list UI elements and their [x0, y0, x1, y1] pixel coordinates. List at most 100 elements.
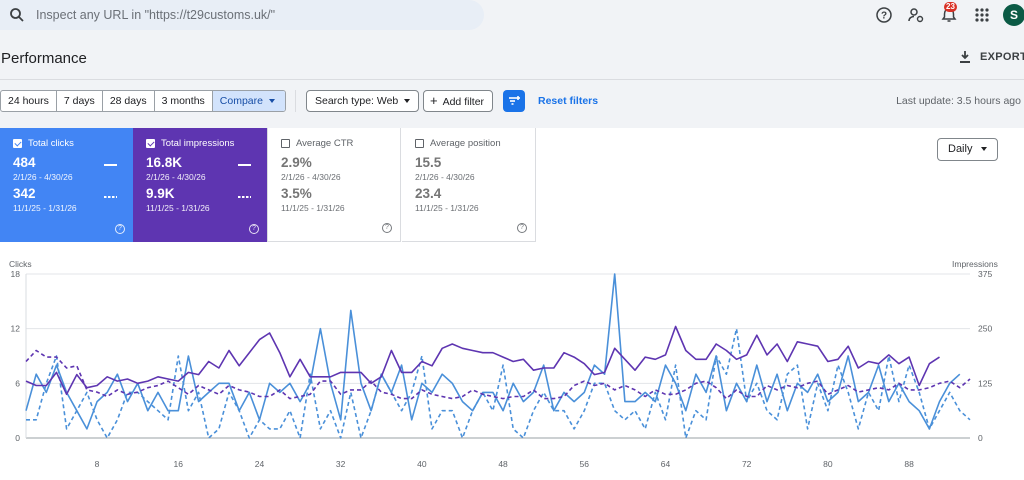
granularity-label: Daily [948, 143, 973, 155]
metric-label: Average CTR [296, 137, 354, 149]
left-tick-label: 18 [11, 269, 21, 279]
metric-date-previous: 11/1/25 - 1/31/26 [281, 203, 345, 213]
range-24-hours[interactable]: 24 hours [1, 91, 57, 111]
right-tick-label: 0 [978, 433, 983, 443]
metric-value-previous: 342 [13, 186, 36, 201]
search-icon [10, 8, 24, 22]
metric-value-current: 2.9% [281, 155, 312, 170]
filter-settings-button[interactable] [503, 90, 525, 112]
compare-label: Compare [219, 95, 263, 107]
dashed-line-legend [238, 196, 251, 198]
export-label: EXPORT [980, 51, 1024, 63]
help-icon[interactable]: ? [517, 223, 527, 233]
metric-total-clicks[interactable]: Total clicks 484 2/1/26 - 4/30/26 342 11… [0, 128, 133, 242]
left-tick-label: 12 [11, 324, 21, 334]
x-tick-label: 64 [661, 459, 671, 469]
x-tick-label: 72 [742, 459, 752, 469]
avatar[interactable]: S [1003, 4, 1024, 26]
range-7-days[interactable]: 7 days [57, 91, 103, 111]
x-tick-label: 56 [580, 459, 590, 469]
metric-value-previous: 23.4 [415, 186, 442, 201]
x-tick-label: 48 [498, 459, 508, 469]
x-tick-label: 88 [904, 459, 914, 469]
filter-list-icon [509, 96, 520, 105]
notification-count-badge: 23 [944, 2, 957, 12]
metric-value-current: 16.8K [146, 155, 183, 170]
checkbox-ctr[interactable] [281, 138, 290, 148]
left-tick-label: 0 [15, 433, 20, 443]
checkbox-impressions[interactable] [146, 138, 155, 148]
help-icon[interactable]: ? [382, 223, 392, 233]
metric-date-current: 2/1/26 - 4/30/26 [13, 172, 73, 182]
metric-label: Total impressions [161, 137, 235, 149]
x-tick-label: 16 [174, 459, 184, 469]
series-line-4 [25, 349, 971, 400]
metric-date-previous: 11/1/25 - 1/31/26 [146, 203, 210, 213]
search-placeholder: Inspect any URL in "https://t29customs.u… [36, 8, 276, 22]
x-tick-label: 32 [336, 459, 346, 469]
series-line-1 [25, 273, 961, 430]
left-tick-label: 6 [15, 378, 20, 388]
compare-dropdown[interactable]: Compare [212, 91, 285, 111]
x-tick-label: 40 [417, 459, 427, 469]
metric-date-current: 2/1/26 - 4/30/26 [415, 172, 475, 182]
metric-value-previous: 9.9K [146, 186, 175, 201]
dashed-line-legend [104, 196, 117, 198]
checkbox-position[interactable] [415, 138, 424, 148]
metric-date-current: 2/1/26 - 4/30/26 [281, 172, 341, 182]
series-line-2 [26, 327, 971, 439]
checkbox-clicks[interactable] [13, 138, 22, 148]
svg-text:?: ? [881, 11, 887, 22]
left-axis-label: Clicks [9, 259, 32, 269]
right-tick-label: 125 [978, 378, 992, 388]
metric-average-position[interactable]: Average position 15.5 2/1/26 - 4/30/26 2… [402, 128, 536, 242]
download-icon [960, 51, 970, 63]
x-tick-label: 8 [95, 459, 100, 469]
range-28-days[interactable]: 28 days [103, 91, 155, 111]
performance-chart: 18 375 12 250 6 125 0 0 8 16 24 32 40 48 56 64 72 80 88 [11, 269, 993, 469]
metric-value-current: 484 [13, 155, 36, 170]
right-tick-label: 250 [978, 324, 992, 334]
help-icon[interactable]: ? [115, 224, 125, 234]
chevron-down-icon [404, 99, 411, 104]
search-type-dropdown[interactable]: Search type: Web [306, 90, 420, 112]
metric-label: Total clicks [28, 137, 74, 149]
export-button[interactable]: EXPORT [958, 50, 1024, 64]
page-title: Performance [1, 50, 87, 67]
series-line-3 [25, 325, 940, 396]
metric-value-previous: 3.5% [281, 186, 312, 201]
solid-line-legend [238, 164, 251, 166]
chevron-down-icon [981, 147, 988, 152]
granularity-dropdown[interactable]: Daily [937, 138, 999, 161]
right-tick-label: 375 [978, 269, 992, 279]
reset-filters-link[interactable]: Reset filters [538, 95, 599, 107]
right-axis-label: Impressions [952, 259, 998, 269]
metric-date-previous: 11/1/25 - 1/31/26 [415, 203, 479, 213]
x-tick-label: 24 [255, 459, 265, 469]
help-icon[interactable]: ? [249, 224, 259, 234]
metric-total-impressions[interactable]: Total impressions 16.8K 2/1/26 - 4/30/26… [133, 128, 267, 242]
apps-grid-icon[interactable] [973, 6, 991, 24]
add-filter-button[interactable]: + Add filter [423, 90, 494, 112]
chevron-down-icon [268, 99, 275, 104]
performance-card: Total clicks 484 2/1/26 - 4/30/26 342 11… [0, 128, 1024, 480]
filter-divider [295, 90, 296, 112]
plus-icon: + [430, 93, 438, 108]
date-range-group: 24 hours 7 days 28 days 3 months Compare [0, 90, 286, 112]
metric-value-current: 15.5 [415, 155, 442, 170]
x-tick-label: 80 [823, 459, 833, 469]
url-inspection-search[interactable]: Inspect any URL in "https://t29customs.u… [0, 0, 484, 30]
header-divider [0, 79, 1024, 80]
top-bar: Inspect any URL in "https://t29customs.u… [0, 0, 1024, 30]
solid-line-legend [104, 164, 117, 166]
metric-average-ctr[interactable]: Average CTR 2.9% 2/1/26 - 4/30/26 3.5% 1… [267, 128, 401, 242]
search-type-label: Search type: Web [315, 95, 399, 107]
metric-date-previous: 11/1/25 - 1/31/26 [13, 203, 77, 213]
add-filter-label: Add filter [442, 96, 485, 108]
last-update-text: Last update: 3.5 hours ago [896, 95, 1021, 107]
help-icon[interactable]: ? [875, 6, 893, 24]
range-3-months[interactable]: 3 months [155, 91, 213, 111]
manage-users-icon[interactable] [907, 6, 925, 24]
metric-label: Average position [430, 137, 501, 149]
metric-date-current: 2/1/26 - 4/30/26 [146, 172, 206, 182]
